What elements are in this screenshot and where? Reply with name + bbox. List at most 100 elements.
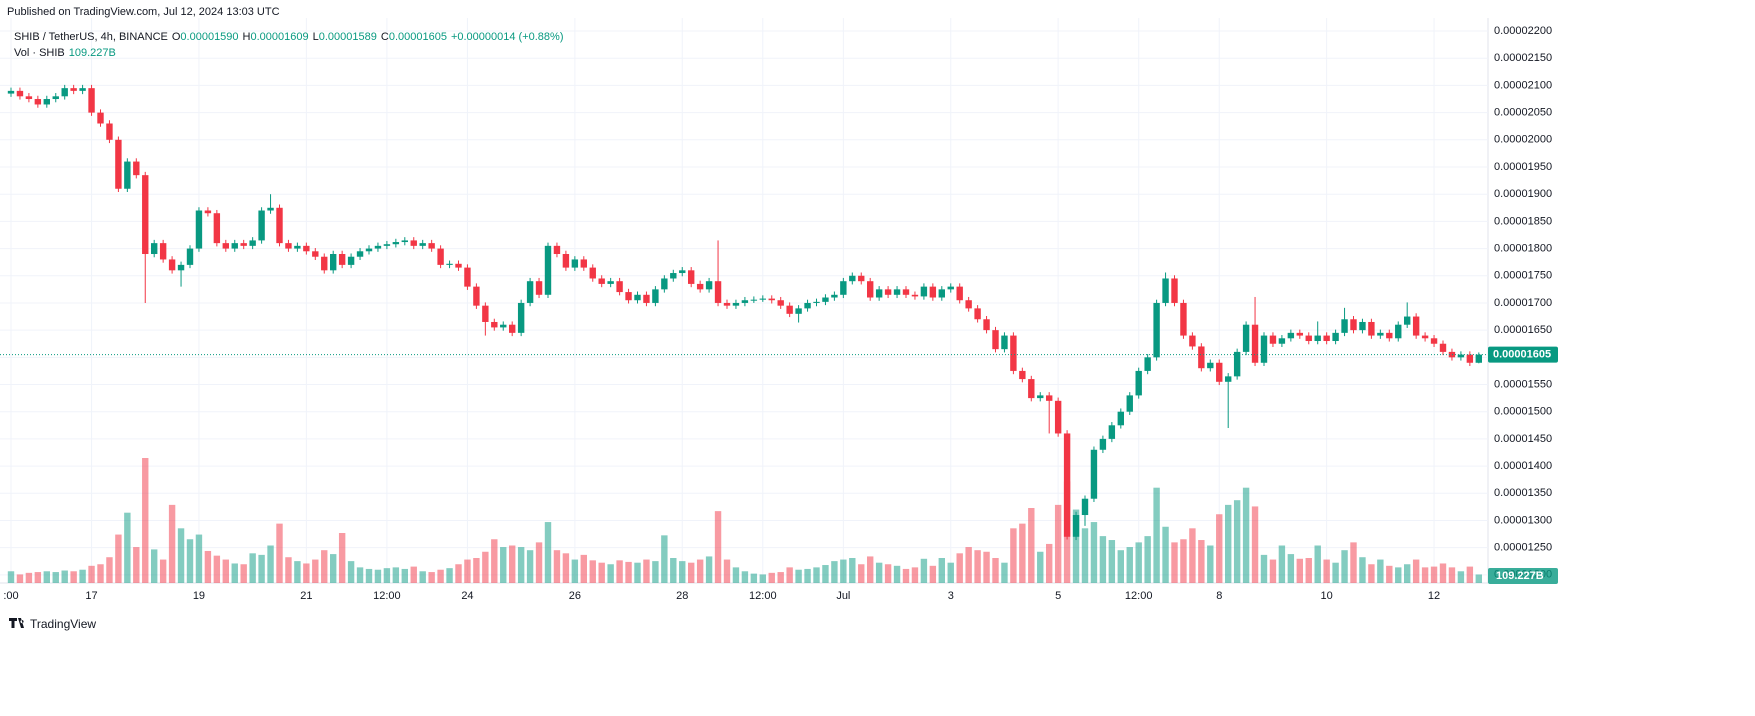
candle-body (168, 259, 176, 271)
candle-body (902, 289, 910, 295)
candle-body (822, 297, 829, 302)
candle-body (562, 254, 570, 268)
candle-body (106, 123, 113, 140)
candle-body (124, 161, 131, 189)
volume-bar (401, 568, 408, 583)
volume-bar (159, 559, 167, 583)
candle-body (840, 281, 847, 295)
y-tick-label: 0.00001750 (1494, 270, 1552, 282)
y-tick-label: 0.00001500 (1494, 406, 1552, 418)
candle-body (1323, 335, 1330, 342)
candle-body (1278, 338, 1286, 344)
candle-body (1019, 370, 1026, 380)
volume-bar (535, 542, 543, 583)
candle-body (1189, 335, 1196, 347)
candle-body (419, 243, 426, 246)
x-tick-label: 12:00 (1125, 590, 1153, 602)
candle-body (1439, 343, 1447, 352)
candle-body (392, 242, 400, 245)
candle-body (365, 248, 373, 252)
y-tick-label: 0.00001350 (1494, 487, 1552, 499)
volume-bar (88, 565, 95, 583)
candle-body (267, 207, 274, 211)
volume-bar (16, 574, 24, 583)
volume-bar (1144, 536, 1151, 583)
candle-body (679, 270, 686, 274)
volume-bar (258, 554, 265, 583)
volume-bar (115, 534, 122, 583)
volume-bar (1037, 551, 1044, 583)
volume-bar (419, 571, 426, 583)
candle-body (1072, 515, 1080, 537)
candle-body (517, 302, 525, 333)
candle-body (1242, 324, 1250, 352)
y-tick-label: 0.00002050 (1494, 107, 1552, 119)
volume-bar (992, 558, 999, 583)
candle-body (285, 243, 292, 249)
volume-bar (1171, 542, 1178, 583)
volume-bar (750, 573, 758, 583)
candle-body (222, 243, 229, 249)
volume-bar (177, 528, 185, 583)
candle-body (598, 278, 605, 284)
volume-bar (598, 562, 605, 583)
candle-body (1126, 395, 1133, 412)
candle-body (1063, 433, 1071, 537)
y-tick-label: 0.00002100 (1494, 79, 1552, 91)
volume-bar (338, 533, 346, 583)
candle-body (1269, 335, 1277, 344)
candle-body (34, 99, 42, 105)
candle-body (688, 270, 695, 284)
volume-bar (526, 550, 534, 583)
volume-bar (1198, 540, 1205, 583)
volume-bar (294, 561, 301, 583)
candle-body (142, 175, 149, 255)
x-tick-label: 24 (461, 590, 473, 602)
volume-bar (920, 558, 928, 583)
y-tick-label: 0.00001850 (1494, 215, 1552, 227)
volume-bar (1090, 522, 1098, 583)
volume-bar (455, 564, 462, 583)
x-tick-label: 10 (1321, 590, 1333, 602)
candle-body (1216, 362, 1223, 382)
candle-body (992, 330, 999, 350)
volume-bar (867, 556, 874, 583)
candle-body (294, 245, 301, 249)
volume-bar (1368, 564, 1375, 583)
candles (7, 84, 1482, 541)
candle-body (401, 240, 408, 243)
volume-legend: Vol · SHIB 109.227B (14, 47, 120, 59)
published-note: Published on TradingView.com, Jul 12, 20… (7, 6, 280, 18)
x-tick-label: 12:00 (749, 590, 777, 602)
volume-bar (1377, 559, 1384, 583)
candle-body (1368, 321, 1375, 336)
candle-body (446, 263, 453, 265)
volume-bar (893, 565, 901, 583)
candle-body (473, 286, 480, 306)
candle-body (1028, 379, 1035, 399)
candle-body (1314, 335, 1321, 342)
y-tick-label: 0.00001700 (1494, 297, 1552, 309)
candle-body (777, 300, 784, 306)
volume-bar (858, 564, 865, 583)
volume-bar (473, 558, 480, 583)
candle-body (258, 210, 265, 241)
candle-body (1475, 354, 1482, 363)
candle-body (1412, 316, 1420, 336)
x-tick-label: 12 (1428, 590, 1440, 602)
candle-body (249, 240, 256, 246)
volume-bar (1072, 509, 1080, 583)
candle-body (1377, 332, 1384, 336)
volume-bar (1054, 504, 1062, 583)
candle-body (1296, 332, 1303, 336)
x-tick-label: 5 (1055, 590, 1061, 602)
volume-bar (661, 535, 668, 583)
volume-bar (983, 551, 990, 583)
candle-body (312, 251, 319, 257)
candle-body (1135, 370, 1142, 396)
volume-bar (884, 564, 892, 583)
volume-bar (1028, 508, 1035, 583)
volume-bar (562, 553, 570, 583)
ohlc-key: C (380, 31, 389, 43)
candle-body (276, 207, 283, 244)
